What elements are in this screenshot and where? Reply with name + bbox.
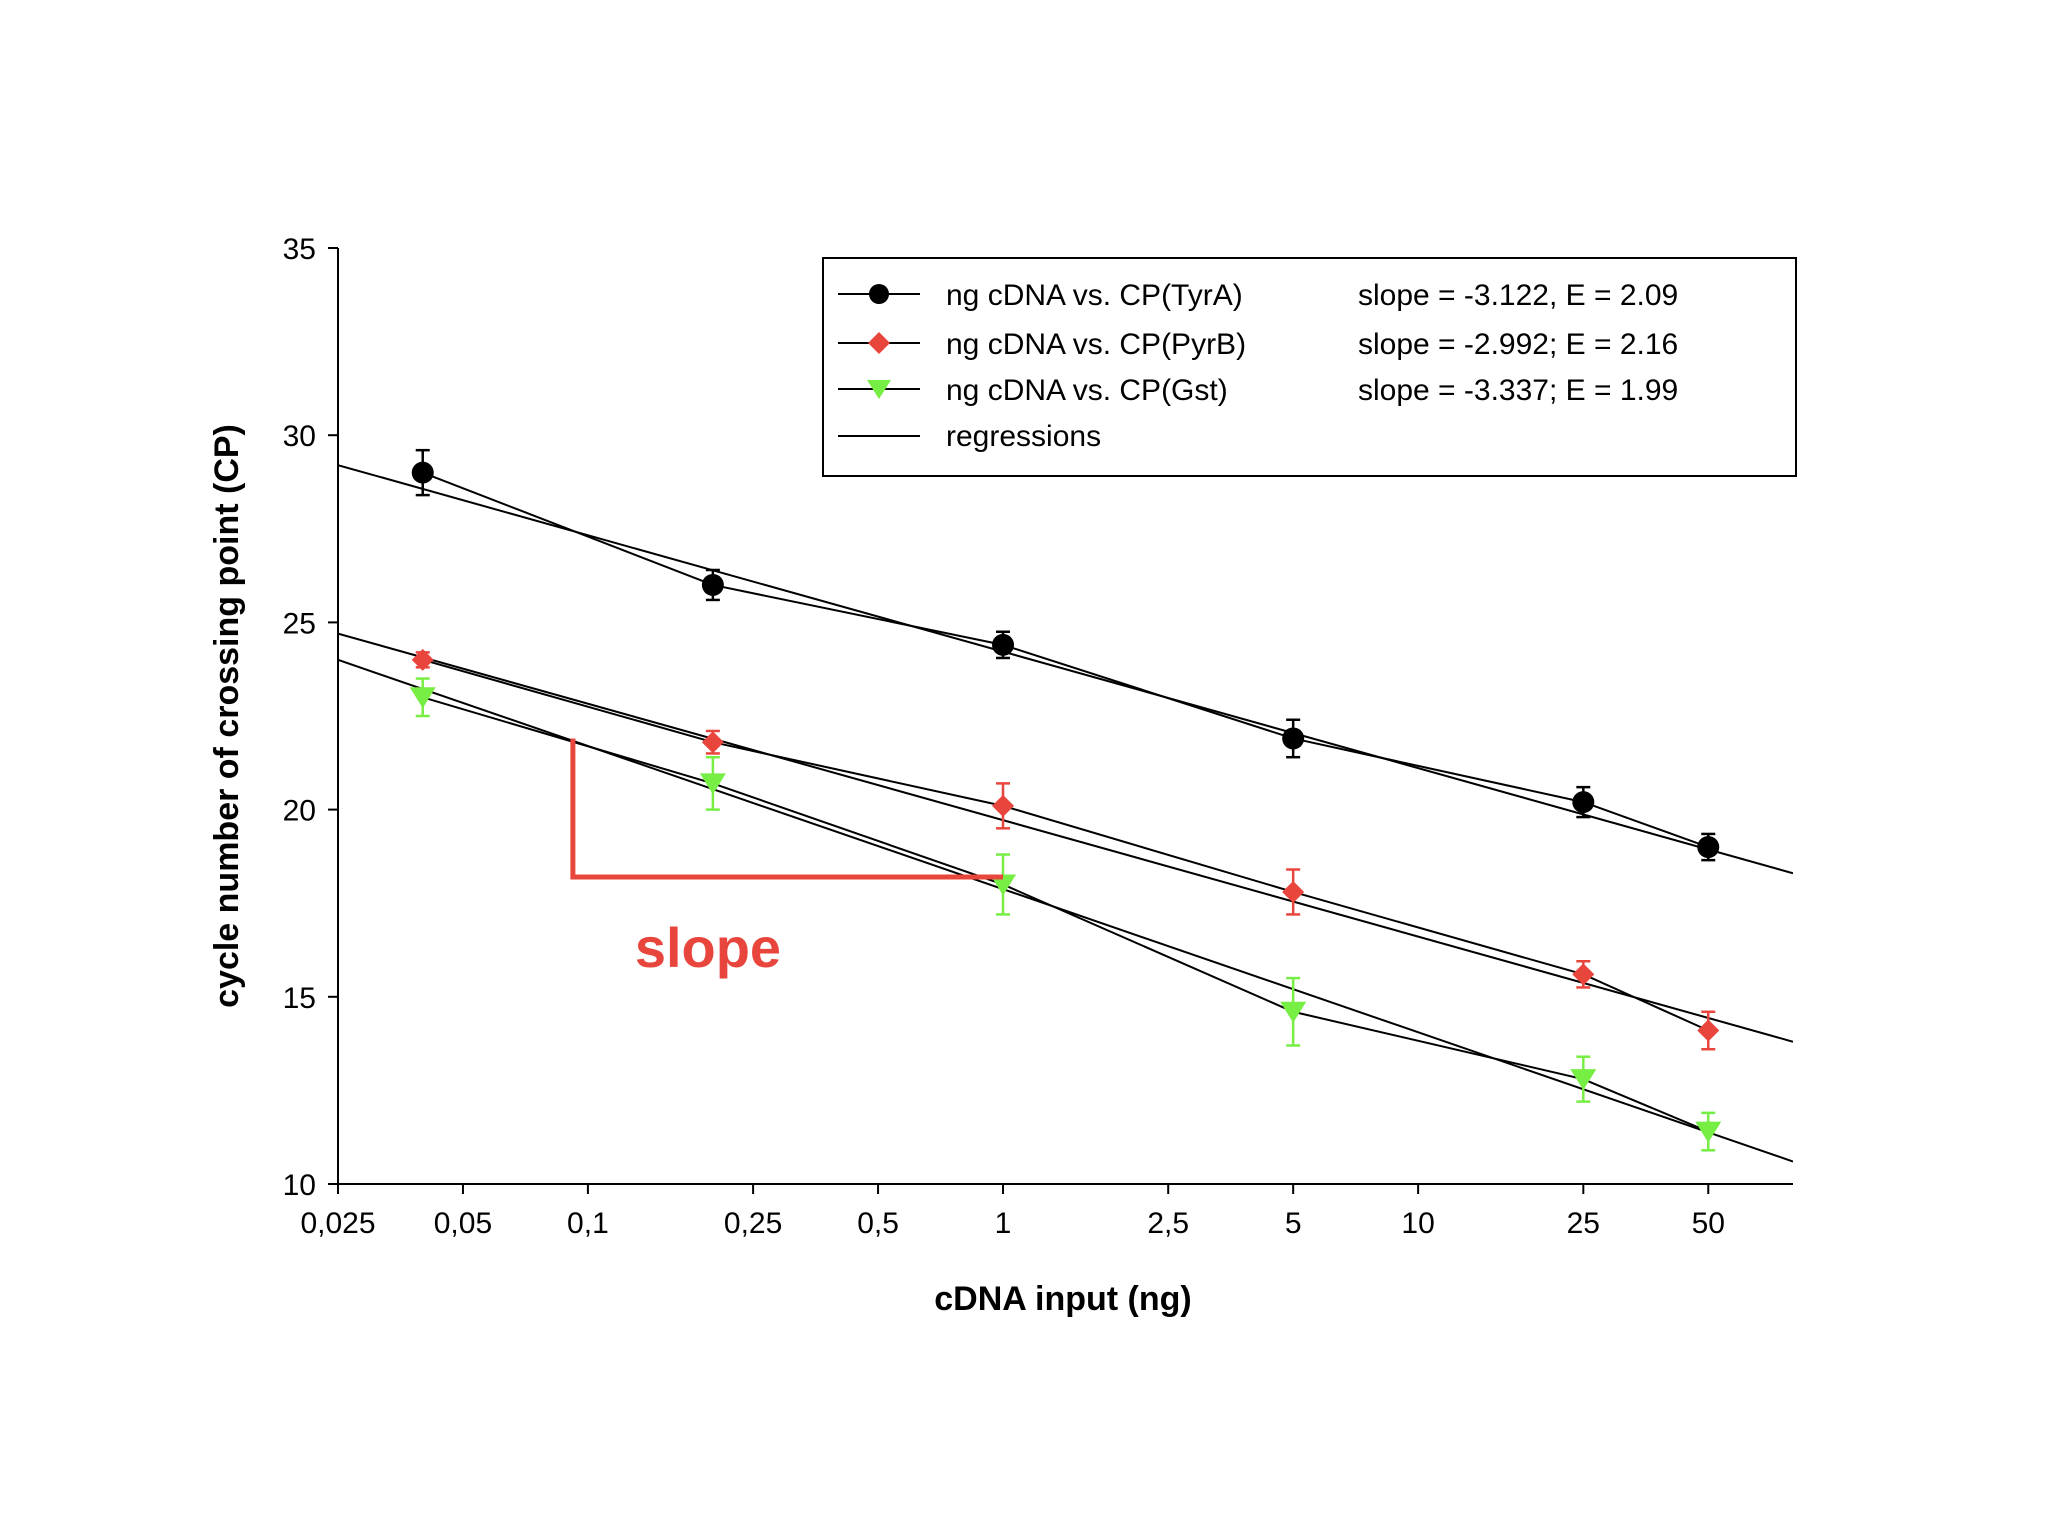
legend-item-regressions: regressions — [838, 420, 1101, 453]
regression-line — [338, 464, 1793, 875]
legend-label-tyra: ng cDNA vs. CP(TyrA) — [946, 279, 1243, 312]
data-point — [1570, 1069, 1597, 1091]
legend-stats-tyra: slope = -3.122, E = 2.09 — [1358, 279, 1678, 312]
x-tick-label: 0,05 — [434, 1207, 492, 1240]
x-tick-label: 0,1 — [567, 1207, 609, 1240]
data-point — [1280, 1001, 1307, 1023]
data-point — [990, 874, 1017, 896]
x-tick-label: 2,5 — [1147, 1207, 1189, 1240]
series-line — [422, 696, 1709, 1133]
legend: ng cDNA vs. CP(TyrA) slope = -3.122, E =… — [822, 257, 1797, 477]
data-point — [699, 773, 726, 795]
y-axis-title: cycle number of crossing point (CP) — [208, 424, 246, 1008]
legend-stats-pyrb: slope = -2.992; E = 2.16 — [1358, 328, 1678, 361]
data-point — [1697, 1019, 1720, 1042]
x-tick-label: 50 — [1692, 1207, 1725, 1240]
regression-line — [338, 658, 1793, 1163]
x-tick-label: 0,5 — [857, 1207, 899, 1240]
y-tick-label: 25 — [283, 607, 316, 640]
data-point — [1697, 836, 1720, 859]
x-tick-label: 0,25 — [724, 1207, 782, 1240]
x-axis-title: cDNA input (ng) — [934, 1280, 1191, 1318]
data-point — [409, 687, 436, 709]
slope-label: slope — [635, 916, 781, 979]
y-tick-label: 10 — [283, 1169, 316, 1202]
legend-item-gst: ng cDNA vs. CP(Gst) slope = -3.337; E = … — [838, 374, 1678, 407]
y-tick-label: 15 — [283, 982, 316, 1015]
data-point — [992, 794, 1015, 817]
legend-box — [822, 257, 1797, 477]
regression-line — [338, 632, 1793, 1043]
series-layer — [409, 448, 1722, 1152]
x-tick-label: 10 — [1401, 1207, 1434, 1240]
legend-item-tyra: ng cDNA vs. CP(TyrA) slope = -3.122, E =… — [838, 279, 1678, 312]
legend-label-regressions: regressions — [946, 420, 1101, 453]
data-point — [1572, 791, 1595, 814]
series-line — [422, 658, 1709, 1032]
series-line — [422, 471, 1709, 848]
data-point — [992, 633, 1015, 656]
y-ticks: 10 15 20 25 30 35 — [283, 233, 338, 1202]
regression-lines — [338, 464, 1793, 1163]
legend-stats-gst: slope = -3.337; E = 1.99 — [1358, 374, 1678, 407]
legend-marker-pyrb — [868, 332, 890, 354]
x-ticks: 0,025 0,05 0,1 0,25 0,5 1 2,5 5 10 25 50 — [300, 1184, 1725, 1240]
legend-label-gst: ng cDNA vs. CP(Gst) — [946, 374, 1228, 407]
legend-marker-gst — [867, 380, 891, 399]
y-tick-label: 30 — [283, 420, 316, 453]
legend-item-pyrb: ng cDNA vs. CP(PyrB) slope = -2.992; E =… — [838, 328, 1678, 361]
x-tick-label: 1 — [995, 1207, 1012, 1240]
x-tick-label: 0,025 — [300, 1207, 375, 1240]
data-point — [1282, 880, 1305, 903]
data-point — [701, 573, 724, 596]
legend-label-pyrb: ng cDNA vs. CP(PyrB) — [946, 328, 1246, 361]
data-point — [411, 461, 434, 484]
data-point — [701, 731, 724, 754]
slope-annotation: slope — [570, 738, 1004, 979]
y-tick-label: 35 — [283, 233, 316, 266]
legend-marker-tyra — [869, 284, 889, 304]
x-tick-label: 25 — [1567, 1207, 1600, 1240]
data-point — [411, 648, 434, 671]
data-point — [1695, 1121, 1722, 1143]
data-point — [1282, 727, 1305, 750]
x-tick-label: 5 — [1285, 1207, 1302, 1240]
data-point — [1572, 963, 1595, 986]
slope-triangle — [570, 738, 1004, 880]
y-tick-label: 20 — [283, 795, 316, 828]
